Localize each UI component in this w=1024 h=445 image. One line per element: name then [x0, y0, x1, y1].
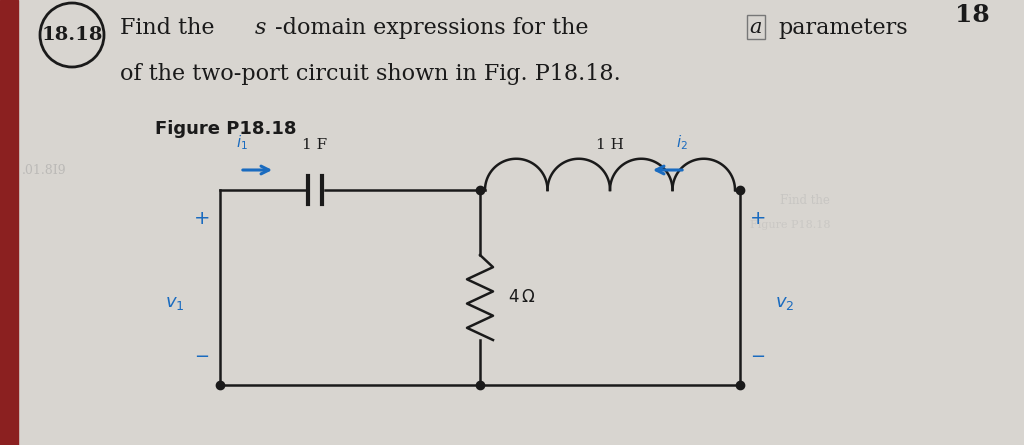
- Text: 1 H: 1 H: [596, 138, 624, 152]
- Text: $i_1$: $i_1$: [236, 134, 248, 152]
- Text: Figure P18.18: Figure P18.18: [155, 120, 297, 138]
- Text: -domain expressions for the: -domain expressions for the: [275, 17, 589, 39]
- Text: $v_2$: $v_2$: [775, 294, 795, 311]
- Text: 18: 18: [955, 3, 990, 27]
- Text: 18.18: 18.18: [41, 26, 102, 44]
- Text: +: +: [194, 209, 210, 227]
- Text: Find the: Find the: [780, 194, 829, 206]
- Text: Find the: Find the: [120, 17, 221, 39]
- Text: +: +: [750, 209, 766, 227]
- Text: −: −: [751, 348, 766, 366]
- Text: s: s: [255, 17, 266, 39]
- Text: $i_2$: $i_2$: [676, 134, 688, 152]
- Bar: [0, 0, 18, 445]
- Text: $4\,\Omega$: $4\,\Omega$: [508, 289, 536, 306]
- Text: Figure P18.18: Figure P18.18: [750, 220, 830, 230]
- Text: .01.8I9: .01.8I9: [22, 163, 67, 177]
- Text: −: −: [195, 348, 210, 366]
- Text: parameters: parameters: [778, 17, 907, 39]
- Text: a: a: [750, 17, 762, 36]
- Text: 1 F: 1 F: [302, 138, 328, 152]
- Text: of the two-port circuit shown in Fig. P18.18.: of the two-port circuit shown in Fig. P1…: [120, 63, 621, 85]
- Text: $v_1$: $v_1$: [165, 294, 184, 311]
